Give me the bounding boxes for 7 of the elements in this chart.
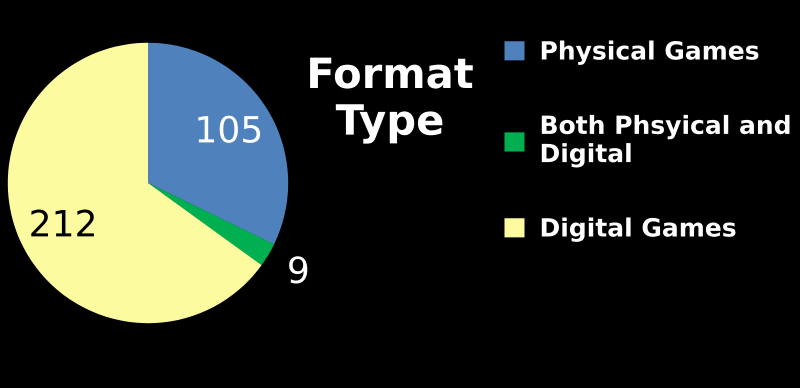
data-label: 212 <box>31 210 94 236</box>
legend-title: Format Type <box>310 58 473 144</box>
data-label: 105 <box>198 116 260 143</box>
legend-label: Both Phsyical and Digital <box>542 114 790 168</box>
data-label: 9 <box>289 256 308 284</box>
legend-label: Physical Games <box>542 40 758 65</box>
legend-label: Digital Games <box>542 217 736 242</box>
